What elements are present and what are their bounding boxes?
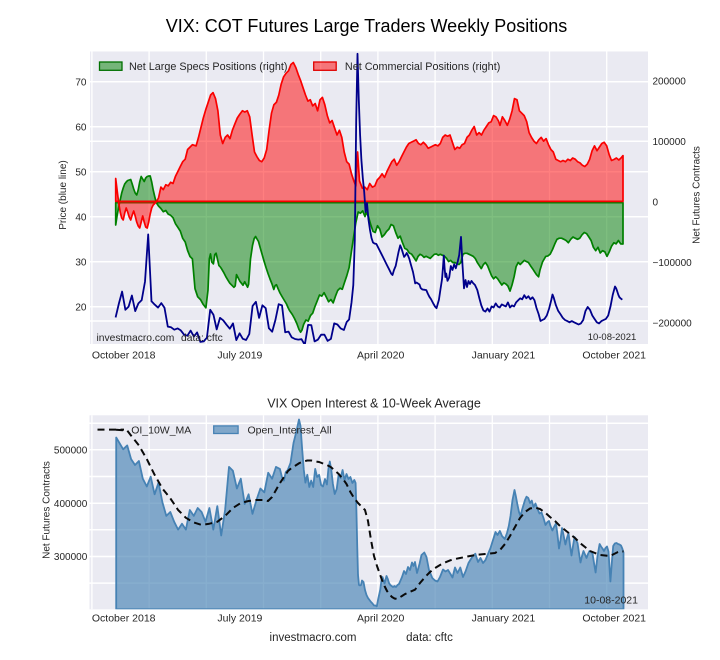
svg-text:data: cftc: data: cftc: [181, 333, 223, 344]
svg-text:500000: 500000: [54, 445, 88, 456]
svg-text:investmacro.com: investmacro.com: [270, 632, 357, 644]
svg-text:Net Large Specs Positions (rig: Net Large Specs Positions (right): [129, 61, 287, 73]
svg-text:50: 50: [75, 167, 87, 178]
svg-text:January 2021: January 2021: [472, 613, 536, 625]
svg-text:data: cftc: data: cftc: [406, 632, 453, 644]
svg-text:70: 70: [75, 77, 87, 88]
svg-text:October 2018: October 2018: [92, 613, 156, 625]
svg-text:October 2021: October 2021: [582, 613, 646, 625]
svg-text:40: 40: [75, 212, 87, 223]
svg-text:30: 30: [75, 257, 87, 268]
svg-text:Net Commercial Positions (righ: Net Commercial Positions (right): [345, 61, 500, 73]
svg-text:100000: 100000: [653, 137, 687, 148]
svg-text:0: 0: [653, 197, 659, 208]
svg-text:July 2019: July 2019: [217, 350, 262, 362]
svg-text:VIX: COT Futures Large Traders: VIX: COT Futures Large Traders Weekly Po…: [166, 16, 568, 36]
svg-text:July 2019: July 2019: [217, 613, 262, 625]
svg-text:400000: 400000: [54, 499, 88, 510]
svg-text:October 2021: October 2021: [582, 350, 646, 362]
svg-text:Net Futures Contracts: Net Futures Contracts: [692, 146, 703, 244]
svg-text:October 2018: October 2018: [92, 350, 156, 362]
svg-text:January 2021: January 2021: [472, 350, 536, 362]
svg-text:Net Futures Contracts: Net Futures Contracts: [42, 461, 53, 559]
svg-text:20: 20: [75, 302, 87, 313]
svg-text:Open_Interest_All: Open_Interest_All: [248, 424, 332, 436]
svg-text:OI_10W_MA: OI_10W_MA: [131, 424, 191, 436]
svg-text:200000: 200000: [653, 76, 687, 87]
svg-text:April 2020: April 2020: [357, 350, 404, 362]
svg-text:60: 60: [75, 122, 87, 133]
svg-text:10-08-2021: 10-08-2021: [588, 332, 637, 343]
svg-text:10-08-2021: 10-08-2021: [584, 595, 638, 607]
svg-text:investmacro.com: investmacro.com: [97, 333, 175, 344]
svg-text:−100000: −100000: [653, 258, 693, 269]
svg-text:Price (blue line): Price (blue line): [58, 160, 69, 229]
svg-text:300000: 300000: [54, 552, 88, 563]
svg-text:April 2020: April 2020: [357, 613, 404, 625]
svg-text:−200000: −200000: [653, 318, 693, 329]
svg-text:VIX Open Interest & 10-Week Av: VIX Open Interest & 10-Week Average: [267, 397, 481, 411]
